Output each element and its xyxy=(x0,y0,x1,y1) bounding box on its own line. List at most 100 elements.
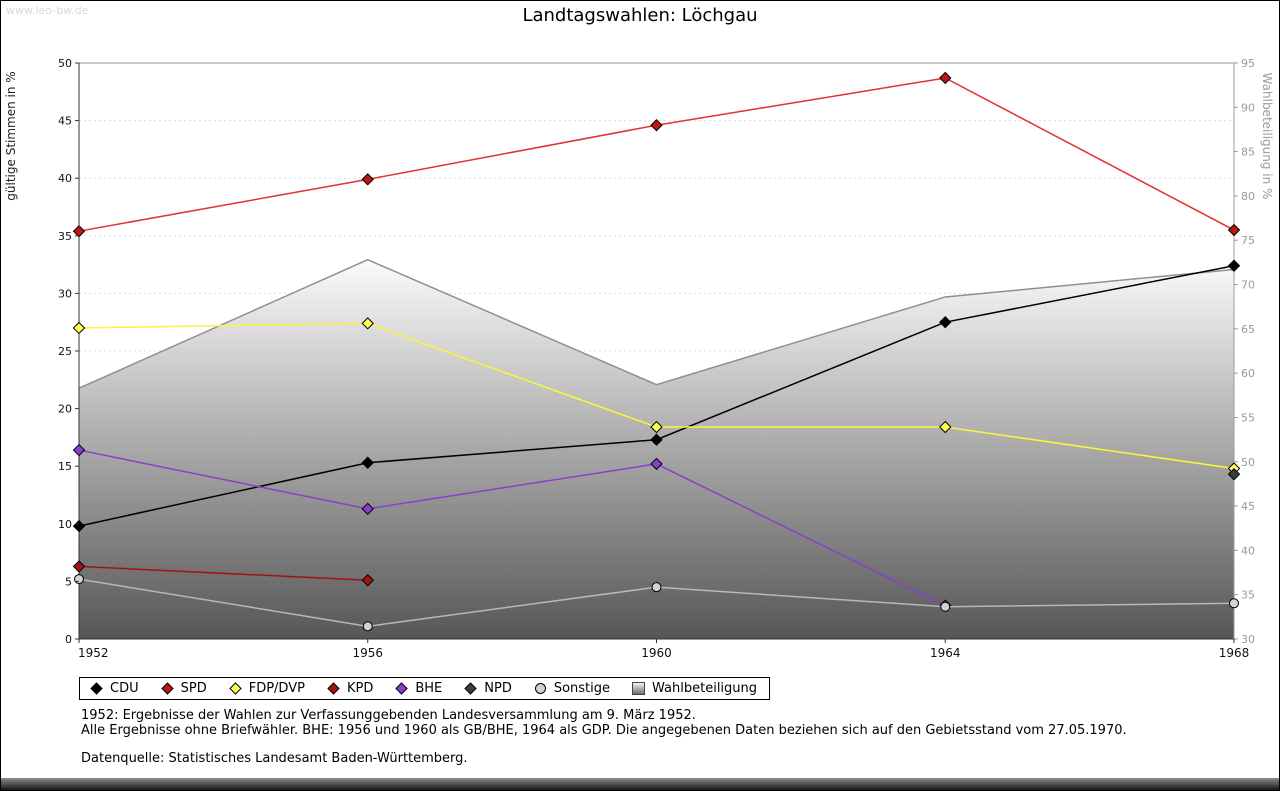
data-point xyxy=(939,315,952,329)
spd-marker-icon xyxy=(160,682,174,695)
data-point xyxy=(1227,223,1241,237)
footnote-source: Datenquelle: Statistisches Landesamt Bad… xyxy=(81,751,468,766)
svg-text:35: 35 xyxy=(1241,589,1255,602)
svg-text:40: 40 xyxy=(58,172,72,185)
svg-text:65: 65 xyxy=(1241,323,1255,336)
svg-text:1956: 1956 xyxy=(352,646,383,660)
svg-text:15: 15 xyxy=(58,460,72,473)
data-point xyxy=(939,420,952,434)
svg-text:30: 30 xyxy=(1241,633,1255,646)
svg-text:50: 50 xyxy=(1241,456,1255,469)
svg-text:1964: 1964 xyxy=(930,646,961,660)
legend: CDU SPD FDP/DVP KPD BHE NPD Sonstige Wahlbeteil… xyxy=(79,677,771,700)
svg-text:25: 25 xyxy=(58,345,72,358)
svg-text:1952: 1952 xyxy=(78,646,109,660)
legend-label: CDU xyxy=(110,681,139,696)
svg-text:35: 35 xyxy=(58,230,72,243)
bhe-marker-icon xyxy=(395,682,409,695)
svg-text:40: 40 xyxy=(1241,544,1255,557)
data-point xyxy=(72,224,86,238)
legend-label: BHE xyxy=(415,681,443,696)
y-axis-right: 30 35 40 45 50 55 60 65 70 75 80 85 90 95 xyxy=(1234,57,1255,646)
data-point xyxy=(940,601,951,612)
svg-text:45: 45 xyxy=(58,115,72,128)
data-point xyxy=(939,71,952,85)
svg-text:1968: 1968 xyxy=(1219,646,1250,660)
legend-item-npd: NPD xyxy=(464,681,512,696)
svg-text:0: 0 xyxy=(65,633,72,646)
npd-marker-icon xyxy=(464,682,477,695)
legend-item-kpd: KPD xyxy=(327,681,373,696)
svg-text:20: 20 xyxy=(58,403,72,416)
fdp-dvp-marker-icon xyxy=(229,682,242,695)
footnotes: 1952: Ergebnisse der Wahlen zur Verfassu… xyxy=(81,708,1127,766)
legend-item-sonstige: Sonstige xyxy=(534,681,610,696)
series-npd xyxy=(1227,468,1241,481)
series-line xyxy=(78,565,368,581)
legend-label: Wahlbeteiligung xyxy=(652,681,758,696)
svg-text:75: 75 xyxy=(1241,234,1255,247)
legend-item-spd: SPD xyxy=(160,681,207,696)
svg-text:90: 90 xyxy=(1241,101,1255,114)
data-point xyxy=(362,621,373,632)
legend-item-bhe: BHE xyxy=(395,681,442,696)
x-axis: 1952 1956 1960 1964 1968 xyxy=(78,639,1249,660)
svg-text:45: 45 xyxy=(1241,500,1255,513)
footnote-line-1: 1952: Ergebnisse der Wahlen zur Verfassu… xyxy=(81,708,696,723)
wahlbeteiligung-swatch-icon xyxy=(632,682,646,695)
chart-title: Landtagswahlen: Löchgau xyxy=(522,5,758,26)
svg-text:1960: 1960 xyxy=(641,646,672,660)
svg-text:60: 60 xyxy=(1241,367,1255,380)
legend-label: NPD xyxy=(484,681,512,696)
legend-label: Sonstige xyxy=(553,681,611,696)
footnote-line-2: Alle Ergebnisse ohne Briefwähler. BHE: 1… xyxy=(81,723,1127,738)
series-line xyxy=(78,77,1235,232)
wahlbeteiligung-area xyxy=(79,259,1234,639)
data-point xyxy=(650,119,663,132)
bottom-bar xyxy=(1,778,1279,790)
legend-item-cdu: CDU xyxy=(90,681,139,696)
svg-text:80: 80 xyxy=(1241,190,1255,203)
legend-label: KPD xyxy=(346,681,374,696)
data-point xyxy=(650,457,663,471)
data-point xyxy=(650,420,663,434)
series-spd xyxy=(72,71,1241,238)
left-axis-title: gültige Stimmen in % xyxy=(4,71,18,200)
svg-text:95: 95 xyxy=(1241,57,1255,70)
data-point xyxy=(361,574,374,587)
data-point xyxy=(1227,468,1241,481)
data-point xyxy=(72,321,86,335)
election-line-chart: 0 5 10 15 20 25 30 35 40 45 50 30 35 40 45 50 55 60 65 70 75… xyxy=(4,57,1274,660)
legend-label: FDP/DVP xyxy=(248,681,305,696)
right-axis-title: Wahlbeteiligung in % xyxy=(1260,73,1274,200)
svg-text:10: 10 xyxy=(58,518,72,531)
data-point xyxy=(650,433,663,446)
series-sonstige xyxy=(74,574,1239,632)
watermark: www.leo-bw.de xyxy=(6,4,89,17)
data-point xyxy=(1229,598,1239,609)
series-fdp-dvp xyxy=(72,317,1241,475)
data-point xyxy=(72,443,86,457)
svg-text:50: 50 xyxy=(58,57,72,70)
cdu-marker-icon xyxy=(90,682,103,695)
legend-item-fdp-dvp: FDP/DVP xyxy=(229,681,305,696)
data-point xyxy=(74,574,84,585)
y-axis-left: 0 5 10 15 20 25 30 35 40 45 50 xyxy=(58,57,79,646)
series-line xyxy=(78,449,946,607)
kpd-marker-icon xyxy=(327,682,340,695)
data-point xyxy=(72,560,86,573)
data-point xyxy=(361,502,374,516)
sonstige-marker-icon xyxy=(534,683,546,694)
data-point xyxy=(361,317,374,330)
data-point xyxy=(651,582,662,593)
legend-label: SPD xyxy=(180,681,207,696)
legend-item-wahlbeteiligung: Wahlbeteiligung xyxy=(632,681,757,696)
svg-text:55: 55 xyxy=(1241,411,1255,424)
wahlbeteiligung-line xyxy=(78,258,1235,389)
svg-text:30: 30 xyxy=(58,287,72,300)
svg-text:5: 5 xyxy=(65,575,72,588)
svg-text:70: 70 xyxy=(1241,279,1255,292)
svg-text:85: 85 xyxy=(1241,146,1255,159)
data-point xyxy=(361,456,374,469)
